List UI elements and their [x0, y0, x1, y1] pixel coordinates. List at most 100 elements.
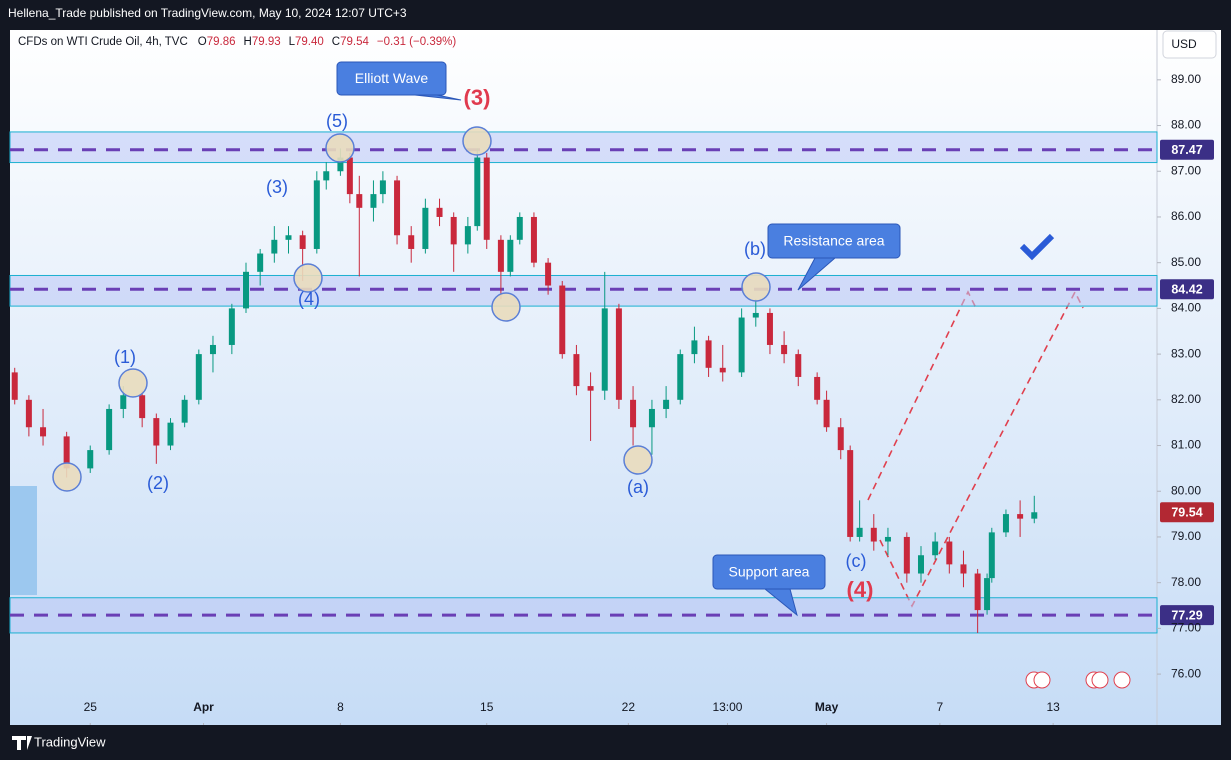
candle-body — [932, 541, 939, 556]
wave-marker — [325, 133, 355, 163]
ohlc-key: C — [332, 36, 340, 48]
event-icon[interactable] — [1033, 671, 1051, 689]
candle-body — [370, 194, 377, 208]
wave-marker — [52, 462, 82, 492]
level-tag — [1160, 279, 1214, 300]
wave-label: (2) — [147, 473, 169, 493]
ohlc-key: H — [244, 36, 252, 48]
candle-body — [691, 340, 698, 355]
y-tick-label: 83.00 — [1171, 346, 1201, 360]
candle-body — [516, 216, 523, 240]
candle-body — [988, 532, 995, 579]
candle-body — [139, 395, 146, 419]
candle-body — [587, 386, 594, 391]
candle-body — [530, 216, 537, 263]
candle-body — [601, 308, 608, 391]
ohlc-value: 79.40 — [295, 36, 324, 48]
candle-body — [271, 239, 278, 254]
x-tick-label: 8 — [337, 700, 344, 714]
event-icon[interactable] — [1091, 671, 1109, 689]
level-tag — [1160, 605, 1214, 626]
y-tick-label: 88.00 — [1171, 118, 1201, 132]
candle-body — [313, 180, 320, 249]
candle-body — [1017, 514, 1024, 519]
wave-label: (4) — [298, 289, 320, 309]
y-tick-label: 76.00 — [1171, 666, 1201, 680]
candle-body — [167, 422, 174, 446]
candle-body — [615, 308, 622, 400]
candle-body — [705, 340, 712, 368]
callout-text: Elliott Wave — [355, 70, 429, 86]
candle-body — [960, 564, 967, 574]
candle-body — [823, 399, 830, 428]
y-tick-label: 87.00 — [1171, 163, 1201, 177]
y-tick-label: 77.00 — [1171, 621, 1201, 635]
ohlc-key: O — [198, 36, 207, 48]
x-tick-label: 15 — [480, 700, 494, 714]
change: −0.31 (−0.39%) — [377, 36, 456, 48]
currency[interactable]: USD — [1171, 37, 1197, 51]
callout-box — [712, 554, 826, 590]
level-label: 84.42 — [1171, 282, 1202, 296]
candle-body — [573, 354, 580, 387]
callout-pointer — [797, 257, 836, 291]
x-tick-label: 13 — [1046, 700, 1060, 714]
candle-body — [766, 312, 773, 345]
level-label: 87.47 — [1171, 143, 1202, 157]
ohlc-value: 79.86 — [207, 36, 236, 48]
wave-label: (b) — [744, 239, 766, 259]
candle-body — [1002, 514, 1009, 533]
candle-body — [87, 450, 94, 469]
footer: TradingView — [34, 734, 106, 749]
candle-body — [195, 354, 202, 400]
y-tick-label: 84.00 — [1171, 301, 1201, 315]
candle-body — [299, 235, 306, 249]
candle-body — [507, 239, 514, 272]
candle-body — [209, 344, 216, 355]
x-tick-label: 7 — [937, 700, 944, 714]
candle-body — [630, 399, 637, 428]
candle-body — [738, 317, 745, 373]
event-icon[interactable] — [1113, 671, 1131, 689]
candle-body — [984, 578, 991, 611]
wave-label-major: (4) — [847, 577, 874, 602]
overlay: Elliott Wave (3) (5) (3) (4) (1) (2) (b) Resista… — [52, 61, 901, 617]
candle-body — [903, 536, 910, 574]
side-panel — [10, 486, 37, 595]
candle-body — [1031, 512, 1038, 519]
y-tick-label: 82.00 — [1171, 392, 1201, 406]
candle-body — [884, 536, 891, 542]
candle-body — [847, 450, 854, 537]
wave-label: (5) — [326, 111, 348, 131]
last-price-tag — [1160, 502, 1214, 523]
candle-body — [63, 436, 70, 469]
candle-body — [464, 226, 471, 245]
candle-body — [243, 271, 250, 309]
currency-button[interactable] — [1162, 30, 1217, 59]
wave-marker — [462, 126, 492, 156]
candle-body — [408, 235, 415, 249]
candle-body — [677, 354, 684, 400]
candle-body — [228, 308, 235, 345]
candle-body — [323, 171, 330, 181]
y-tick-label: 79.00 — [1171, 529, 1201, 543]
zone — [9, 597, 1158, 634]
candle-body — [379, 180, 386, 195]
candle-body — [719, 367, 726, 373]
candle-body — [663, 399, 670, 409]
candle-body — [450, 216, 457, 245]
wave-label: (1) — [114, 347, 136, 367]
candle-body — [106, 408, 113, 451]
candle-body — [483, 157, 490, 240]
candle-body — [545, 262, 552, 286]
candle-body — [436, 207, 443, 217]
candle-body — [346, 157, 353, 195]
callout-text: Resistance area — [783, 233, 884, 249]
candle-body — [422, 207, 429, 249]
candle-body — [337, 157, 344, 172]
callout-text: Support area — [729, 564, 810, 580]
candle-body — [752, 312, 759, 318]
candle-body — [153, 418, 160, 446]
